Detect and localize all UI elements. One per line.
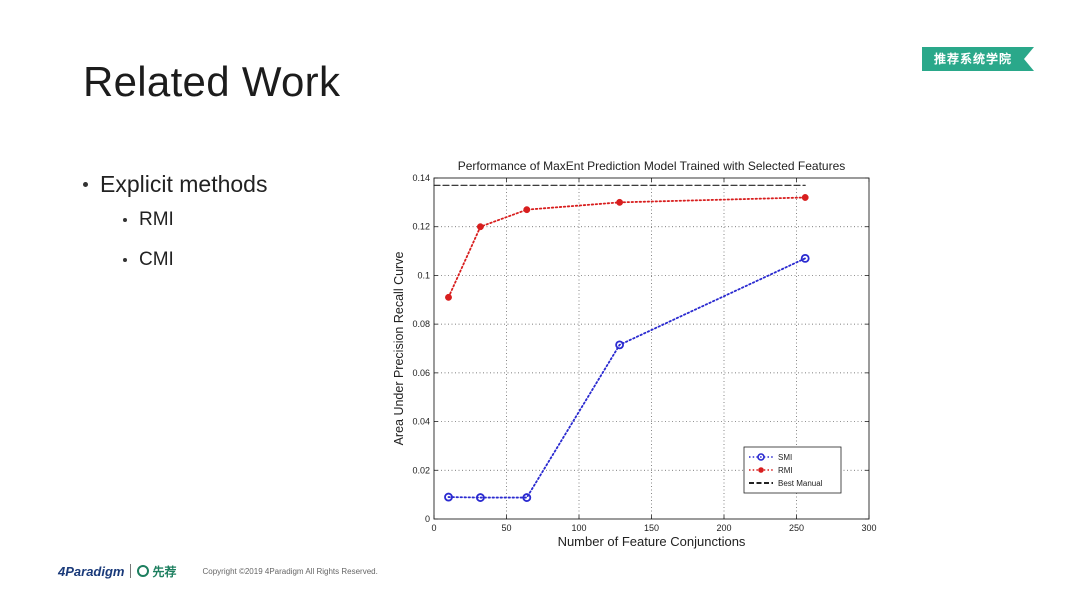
legend-label: SMI	[778, 453, 792, 462]
footer: 4Paradigm 先荐 Copyright ©2019 4Paradigm A…	[58, 560, 378, 582]
x-axis-label: Number of Feature Conjunctions	[558, 534, 746, 549]
badge-label: 推荐系统学院	[933, 52, 1012, 66]
data-point-rmi	[445, 293, 452, 301]
academy-badge: 推荐系统学院	[922, 47, 1034, 71]
y-tick-label: 0.02	[412, 465, 430, 475]
bullet-text: Explicit methods	[100, 170, 268, 197]
y-tick-label: 0.06	[412, 368, 430, 378]
xianjian-logo: 先荐	[152, 564, 177, 579]
y-axis-label: Area Under Precision Recall Curve	[392, 252, 406, 446]
y-tick-label: 0.14	[412, 173, 430, 183]
slide-title: Related Work	[83, 58, 341, 105]
y-tick-label: 0.04	[412, 417, 430, 427]
x-tick-label: 200	[716, 523, 731, 533]
copyright-text: Copyright ©2019 4Paradigm All Rights Res…	[202, 566, 378, 576]
x-tick-label: 50	[501, 523, 511, 533]
xianjian-logo-icon	[137, 565, 150, 577]
data-point-rmi	[523, 206, 531, 214]
y-tick-label: 0.1	[417, 270, 430, 280]
bullet-dot-icon	[123, 258, 127, 262]
data-point-smi	[800, 253, 810, 263]
x-tick-label: 250	[789, 523, 804, 533]
data-point-smi	[444, 492, 453, 502]
logo-divider	[130, 564, 132, 578]
x-tick-label: 300	[861, 523, 876, 533]
bullet-list: Explicit methods RMI CMI	[83, 168, 267, 280]
y-tick-label: 0.12	[412, 222, 430, 232]
badge-shape	[922, 47, 1034, 71]
performance-chart: 0 50 100 150 200 250 300 0 0.02 0.04 0.06 0.08 0.1 0.…	[392, 159, 877, 549]
series-line-smi	[447, 257, 807, 499]
data-point-smi	[522, 493, 532, 502]
series-line-rmi	[447, 196, 807, 299]
bullet-text: RMI	[139, 209, 174, 230]
chart-title: Performance of MaxEnt Prediction Model T…	[458, 159, 846, 173]
legend-marker	[758, 467, 764, 473]
bullet-text: CMI	[139, 249, 174, 270]
data-point-rmi	[616, 198, 624, 206]
data-point-rmi	[801, 194, 809, 201]
paradigm-logo: 4Paradigm	[58, 563, 125, 579]
x-tick-label: 150	[644, 523, 659, 533]
legend-marker	[757, 453, 765, 461]
legend-label: RMI	[778, 466, 793, 475]
x-tick-label: 0	[431, 523, 436, 533]
chart-container: 0 50 100 150 200 250 300 0 0.02 0.04 0.06 0.08 0.1 0.…	[388, 150, 888, 550]
data-point-rmi	[476, 223, 484, 231]
y-tick-label: 0	[425, 514, 430, 524]
legend-label: Best Manual	[778, 479, 823, 488]
bullet-dot-icon	[123, 218, 127, 222]
y-tick-label: 0.08	[412, 319, 430, 329]
data-point-smi	[615, 340, 625, 350]
x-tick-label: 100	[571, 523, 586, 533]
bullet-item-cmi: CMI	[123, 240, 267, 280]
bullet-item-explicit-methods: Explicit methods	[83, 168, 267, 200]
bullet-item-rmi: RMI	[123, 200, 267, 240]
bullet-dot-icon	[83, 181, 88, 187]
data-point-smi	[476, 493, 485, 502]
